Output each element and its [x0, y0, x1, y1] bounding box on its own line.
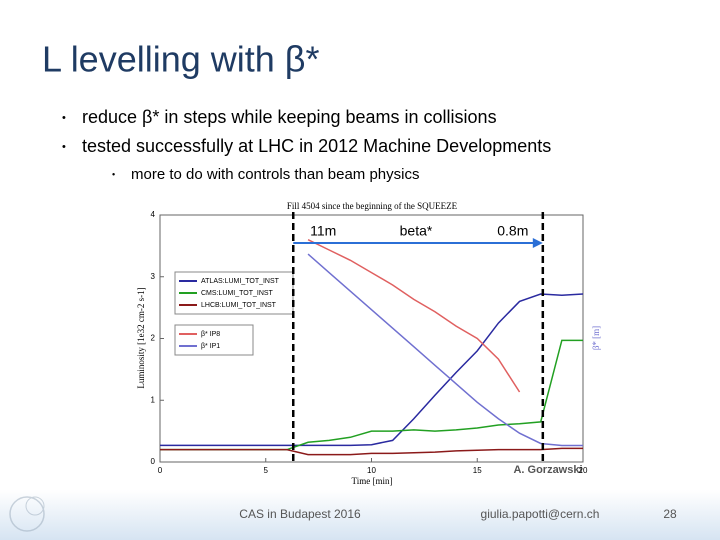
data-line: [160, 293, 584, 447]
x-tick-label: 0: [158, 466, 163, 475]
bullet: reduce β* in steps while keeping beams i…: [82, 107, 497, 127]
bullet-dot: •: [112, 169, 115, 179]
footer-event: CAS in Budapest 2016: [239, 507, 361, 521]
x-tick-label: 15: [473, 466, 482, 475]
legend-label: ATLAS:LUMI_TOT_INST: [201, 278, 280, 285]
data-line: [160, 447, 583, 456]
data-line: [307, 253, 583, 447]
y-tick-label: 0: [151, 457, 156, 466]
y-tick-label: 2: [151, 334, 156, 343]
bullet-dot: •: [62, 112, 66, 124]
x-axis-label: Time [min]: [352, 476, 393, 486]
arrow-head: [532, 238, 543, 248]
y2-axis-label: β* [m]: [591, 326, 601, 350]
legend-label: β* IP8: [201, 331, 220, 338]
x-tick-label: 20: [579, 466, 588, 475]
legend-label: LHCB:LUMI_TOT_INST: [201, 302, 277, 309]
footer-band: [0, 490, 720, 540]
legend-box: [174, 324, 254, 356]
annotation: A. Gorzawski: [513, 464, 582, 476]
bullet-dot: •: [62, 141, 66, 153]
y-tick-label: 1: [151, 395, 156, 404]
sub-bullet: more to do with controls than beam physi…: [131, 166, 419, 183]
marker-label: 11m: [310, 223, 336, 239]
marker-label: 0.8m: [497, 223, 528, 239]
slide-title: L levelling with β*: [42, 39, 320, 80]
y-tick-label: 3: [151, 272, 156, 281]
x-tick-label: 5: [264, 466, 269, 475]
cern-logo: [9, 496, 45, 532]
page-number: 28: [663, 507, 677, 521]
legend-label: CMS:LUMI_TOT_INST: [201, 290, 274, 297]
data-line: [307, 239, 521, 393]
annotation: beta*: [400, 223, 433, 239]
y-axis-label: Luminosity [1e32 cm-2 s-1]: [136, 287, 146, 388]
chart-title: Fill 4504 since the beginning of the SQU…: [287, 201, 458, 211]
y-tick-label: 4: [151, 210, 156, 219]
bullet: tested successfully at LHC in 2012 Machi…: [82, 136, 551, 156]
legend-label: β* IP1: [201, 343, 220, 350]
x-tick-label: 10: [367, 466, 376, 475]
footer-email: giulia.papotti@cern.ch: [481, 507, 600, 521]
